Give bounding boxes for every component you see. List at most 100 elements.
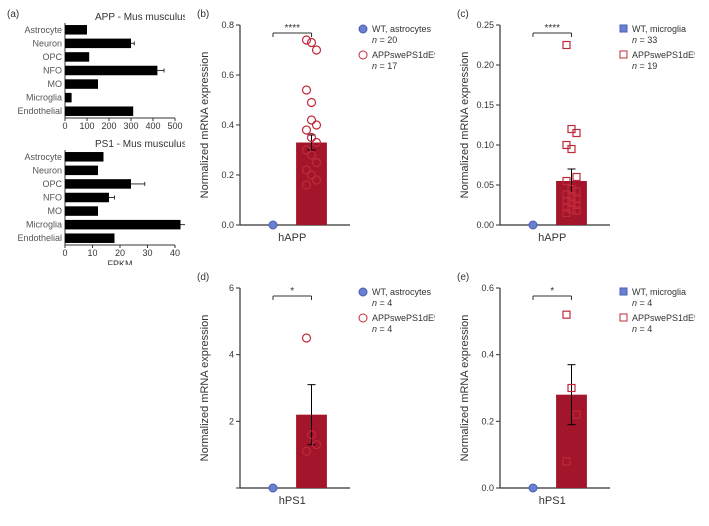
- tg-point: [313, 121, 321, 129]
- category-label: Neuron: [32, 38, 62, 48]
- svg-text:200: 200: [101, 121, 116, 131]
- svg-text:20: 20: [115, 248, 125, 258]
- svg-text:40: 40: [170, 248, 180, 258]
- legend-wt-n: n = 4: [372, 298, 392, 308]
- legend-wt: WT, astrocytes: [372, 24, 432, 34]
- legend-wt: WT, microglia: [632, 287, 686, 297]
- svg-text:10: 10: [87, 248, 97, 258]
- svg-text:2: 2: [229, 416, 234, 426]
- legend-tg: APPswePS1dE9,: [632, 313, 695, 323]
- panel-svg: (e)0.00.20.40.6Normalized mRNA expressio…: [455, 268, 695, 518]
- x-axis-label: FPKM: [107, 259, 132, 265]
- panel-a: (a)APP - Mus musculus0100200300400500Ast…: [5, 5, 185, 270]
- category-label: Astrocyte: [24, 25, 62, 35]
- hbar: [65, 93, 72, 103]
- hbar: [65, 66, 157, 76]
- legend-tg: APPswePS1dE9,: [632, 50, 695, 60]
- svg-text:0.00: 0.00: [476, 220, 494, 230]
- panel-d: (d)246Normalized mRNA expression*hPS1WT,…: [195, 268, 435, 523]
- svg-text:0.4: 0.4: [481, 350, 494, 360]
- legend-tg-n: n = 4: [632, 324, 652, 334]
- category-label: Endothelial: [17, 233, 62, 243]
- y-axis-label: Normalized mRNA expression: [459, 52, 471, 199]
- tg-point: [303, 126, 311, 134]
- panel-a-svg: (a)APP - Mus musculus0100200300400500Ast…: [5, 5, 185, 265]
- category-label: OPC: [42, 179, 62, 189]
- y-axis-label: Normalized mRNA expression: [459, 315, 471, 462]
- svg-text:0.2: 0.2: [481, 416, 494, 426]
- panel-label: (d): [197, 272, 209, 283]
- panel-svg: (b)0.00.20.40.60.8Normalized mRNA expres…: [195, 5, 435, 255]
- svg-text:0.4: 0.4: [221, 120, 234, 130]
- svg-text:500: 500: [167, 121, 182, 131]
- wt-point: [269, 221, 277, 229]
- bar-tg: [296, 143, 327, 226]
- hbar-title: PS1 - Mus musculus: [95, 139, 185, 150]
- hbar: [65, 233, 115, 243]
- hbar: [65, 220, 181, 230]
- svg-text:0.2: 0.2: [221, 170, 234, 180]
- svg-text:6: 6: [229, 283, 234, 293]
- significance: ****: [284, 23, 300, 34]
- svg-text:400: 400: [145, 121, 160, 131]
- tg-point: [573, 174, 580, 181]
- svg-text:0.20: 0.20: [476, 60, 494, 70]
- tg-point: [308, 116, 316, 124]
- category-label: Microglia: [26, 220, 62, 230]
- legend-tg-marker: [620, 51, 627, 58]
- legend-wt: WT, microglia: [632, 24, 686, 34]
- legend-tg-n: n = 17: [372, 61, 397, 71]
- hbar-title: APP - Mus musculus: [95, 12, 185, 23]
- category-label: Neuron: [32, 165, 62, 175]
- tg-point: [308, 39, 316, 47]
- svg-text:0.15: 0.15: [476, 100, 494, 110]
- hbar: [65, 79, 98, 89]
- legend-wt-marker: [359, 25, 367, 33]
- panel-svg: (c)0.000.050.100.150.200.25Normalized mR…: [455, 5, 695, 255]
- legend-tg-marker: [359, 51, 367, 59]
- legend-tg: APPswePS1dE9,: [372, 50, 435, 60]
- legend-wt-marker: [620, 25, 627, 32]
- hbar: [65, 179, 131, 189]
- hbar: [65, 106, 133, 116]
- svg-text:0.8: 0.8: [221, 20, 234, 30]
- legend-tg-marker: [620, 314, 627, 321]
- legend-wt-n: n = 4: [632, 298, 652, 308]
- x-axis-label: hAPP: [278, 232, 306, 244]
- legend-tg-marker: [359, 314, 367, 322]
- legend-wt-n: n = 20: [372, 35, 397, 45]
- category-label: MO: [48, 206, 63, 216]
- hbar: [65, 52, 89, 62]
- significance: *: [290, 286, 294, 297]
- category-label: NFO: [43, 193, 62, 203]
- panel-e: (e)0.00.20.40.6Normalized mRNA expressio…: [455, 268, 695, 523]
- category-label: Endothelial: [17, 106, 62, 116]
- category-label: MO: [48, 79, 63, 89]
- x-axis-label: hPS1: [539, 495, 566, 507]
- svg-text:0.05: 0.05: [476, 180, 494, 190]
- hbar: [65, 152, 104, 162]
- svg-text:0.6: 0.6: [221, 70, 234, 80]
- panel-c: (c)0.000.050.100.150.200.25Normalized mR…: [455, 5, 695, 260]
- panel-label: (b): [197, 9, 209, 20]
- panel-label: (e): [457, 272, 469, 283]
- svg-text:30: 30: [142, 248, 152, 258]
- hbar: [65, 39, 131, 49]
- hbar: [65, 193, 109, 203]
- panel-b: (b)0.00.20.40.60.8Normalized mRNA expres…: [195, 5, 435, 260]
- panel-label: (c): [457, 9, 469, 20]
- svg-text:0.25: 0.25: [476, 20, 494, 30]
- wt-point: [529, 221, 537, 229]
- tg-point: [308, 99, 316, 107]
- panel-a-label: (a): [7, 9, 19, 20]
- panel-svg: (d)246Normalized mRNA expression*hPS1WT,…: [195, 268, 435, 518]
- y-axis-label: Normalized mRNA expression: [199, 315, 211, 462]
- legend-tg-n: n = 19: [632, 61, 657, 71]
- legend-tg-n: n = 4: [372, 324, 392, 334]
- tg-point: [303, 86, 311, 94]
- x-axis-label: hAPP: [538, 232, 566, 244]
- svg-text:100: 100: [79, 121, 94, 131]
- legend-wt: WT, astrocytes: [372, 287, 432, 297]
- legend-tg: APPswePS1dE9,: [372, 313, 435, 323]
- legend-wt-n: n = 33: [632, 35, 657, 45]
